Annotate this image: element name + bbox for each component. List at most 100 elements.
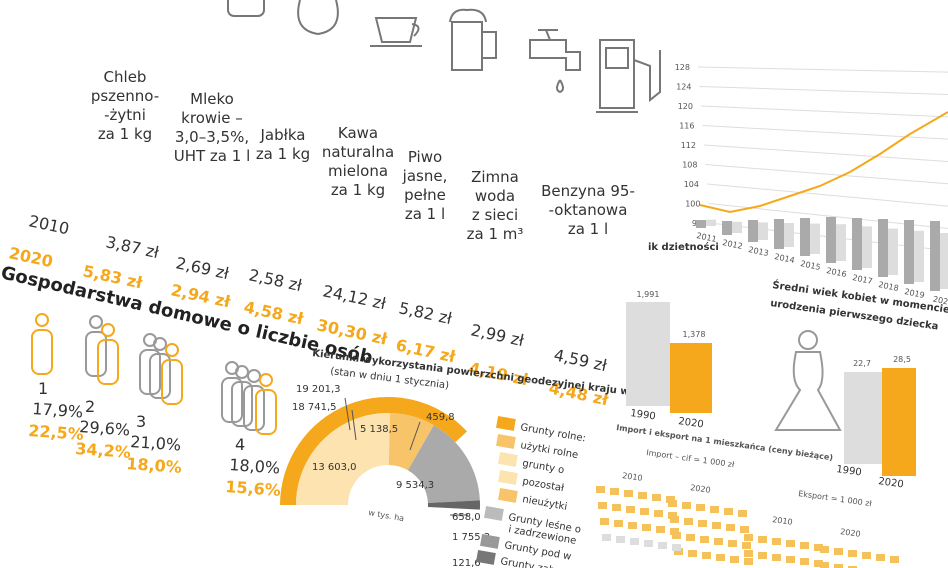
land-label: 13 603,0 bbox=[312, 462, 357, 473]
x-tick-label: 202 bbox=[932, 295, 948, 307]
cart-icon bbox=[702, 552, 711, 559]
product-name: woda bbox=[475, 187, 515, 205]
y-tick-label: 112 bbox=[681, 141, 696, 150]
person-head bbox=[101, 323, 115, 337]
cart-icon bbox=[726, 524, 735, 531]
cart-icon bbox=[614, 520, 623, 527]
bar bbox=[626, 302, 670, 406]
product-name: mielona bbox=[328, 162, 388, 180]
bar bbox=[774, 219, 784, 249]
cart-icon bbox=[786, 556, 795, 563]
price-2010: 5,82 zł bbox=[397, 298, 454, 328]
person-head bbox=[235, 365, 249, 379]
coffee-icon bbox=[370, 17, 422, 47]
cart-icon bbox=[686, 534, 695, 541]
cart-icon bbox=[610, 488, 619, 495]
cart-icon bbox=[616, 536, 625, 543]
fertility-title: ik dzietności bbox=[648, 241, 719, 253]
bar bbox=[882, 368, 916, 476]
x-tick-label: 2011 bbox=[696, 231, 718, 244]
bread-icon bbox=[227, 0, 265, 17]
cart-icon bbox=[672, 544, 681, 551]
bar bbox=[852, 218, 862, 270]
bar bbox=[940, 233, 948, 289]
cart-icon bbox=[672, 532, 681, 539]
land-sector bbox=[427, 500, 481, 510]
price-2010: 24,12 zł bbox=[321, 281, 388, 313]
bar bbox=[706, 219, 716, 226]
y-tick-label: 120 bbox=[678, 102, 693, 111]
person-body bbox=[231, 381, 253, 427]
share-2010: 17,9% bbox=[32, 399, 84, 421]
legend-swatch bbox=[496, 415, 516, 431]
grid-line bbox=[706, 183, 948, 207]
price-2010: 2,69 zł bbox=[174, 253, 231, 283]
land-leader bbox=[344, 397, 468, 516]
legend-label: Grunty zabudo bbox=[499, 556, 574, 568]
legend-swatch bbox=[496, 433, 516, 449]
apple-icon bbox=[297, 0, 339, 36]
cart-icon bbox=[716, 554, 725, 561]
product-name: z sieci bbox=[472, 206, 518, 224]
cart-icon bbox=[800, 542, 809, 549]
x-tick-label: 2017 bbox=[852, 273, 874, 286]
bar bbox=[784, 223, 794, 247]
year-label: 1990 bbox=[630, 408, 657, 422]
cart-icon bbox=[834, 564, 843, 568]
land-sector bbox=[407, 425, 480, 504]
year-label: 2020 bbox=[878, 476, 905, 490]
share-2010: 21,0% bbox=[130, 432, 182, 454]
product-name: pełne bbox=[404, 186, 446, 204]
land-ring-outer bbox=[280, 396, 468, 505]
share-2020: 34,2% bbox=[75, 439, 132, 462]
bar bbox=[800, 218, 810, 256]
value-label: 1,991 bbox=[637, 290, 660, 299]
land-label: 459,8 bbox=[426, 412, 455, 423]
land-sector bbox=[388, 413, 434, 471]
y-tick-label: 108 bbox=[682, 161, 697, 170]
y-tick-label: 128 bbox=[675, 63, 690, 72]
year-label: 2020 bbox=[690, 483, 711, 495]
year-label: 2010 bbox=[27, 211, 71, 238]
cart-icon bbox=[758, 536, 767, 543]
person-head bbox=[153, 337, 167, 351]
product-name: pszenno- bbox=[91, 87, 159, 105]
bar bbox=[670, 343, 712, 413]
legend-swatch bbox=[480, 533, 500, 549]
product-name: naturalna bbox=[322, 143, 394, 161]
y-tick-label: 100 bbox=[685, 200, 700, 209]
cart-icon bbox=[674, 548, 683, 555]
person-body bbox=[255, 389, 277, 435]
cart-icon bbox=[644, 540, 653, 547]
bar bbox=[888, 228, 898, 275]
bar bbox=[696, 220, 706, 228]
cart-icon bbox=[738, 510, 747, 517]
cart-icon bbox=[848, 550, 857, 557]
price-2010: 2,99 zł bbox=[469, 320, 526, 350]
cart-icon bbox=[800, 558, 809, 565]
x-tick-label: 2012 bbox=[722, 238, 744, 251]
bar bbox=[930, 221, 940, 291]
product-name: Kawa bbox=[338, 124, 378, 142]
cart-icon bbox=[682, 502, 691, 509]
cart-icon bbox=[670, 528, 679, 535]
product-name: -oktanowa bbox=[549, 201, 628, 219]
value-label: 1,378 bbox=[683, 330, 706, 339]
land-label: 18 741,5 bbox=[292, 402, 337, 413]
cart-icon bbox=[666, 496, 675, 503]
year-label: 2020 bbox=[840, 527, 861, 539]
cart-icon bbox=[742, 542, 751, 549]
y-tick-label: 104 bbox=[684, 180, 699, 189]
product-name: UHT za 1 l bbox=[174, 147, 251, 165]
fuel-icon bbox=[596, 39, 661, 113]
person-body bbox=[243, 385, 265, 431]
bar bbox=[758, 222, 768, 240]
person-body bbox=[31, 329, 53, 375]
year-label: 2010 bbox=[622, 471, 643, 483]
cart-icon bbox=[698, 520, 707, 527]
person-head bbox=[259, 373, 273, 387]
cart-icon bbox=[596, 486, 605, 493]
price-2010: 3,87 zł bbox=[104, 232, 161, 262]
cart-icon bbox=[628, 522, 637, 529]
